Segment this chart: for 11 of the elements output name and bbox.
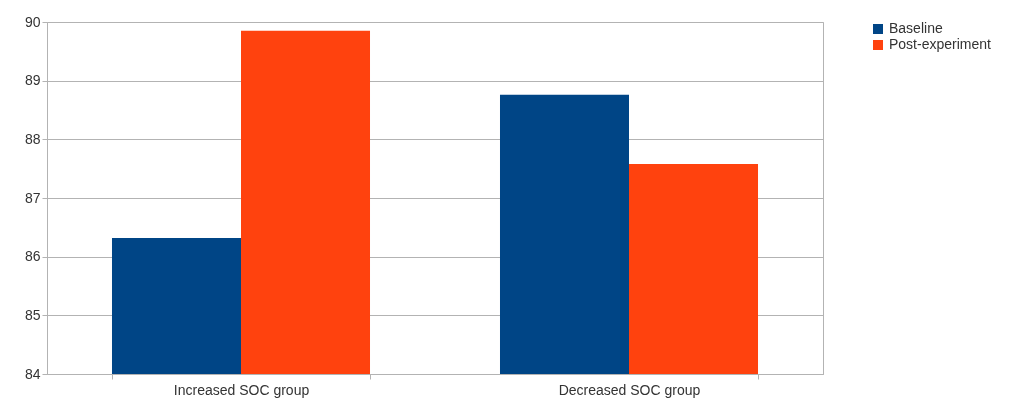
x-tick-label: Increased SOC group	[173, 381, 310, 398]
y-tick-label: 89	[24, 72, 41, 89]
x-tick-label: Decreased SOC group	[558, 381, 701, 398]
y-tick-label: 87	[24, 189, 41, 206]
legend-label: Baseline	[889, 20, 943, 36]
legend-label: Post-experiment	[889, 36, 992, 52]
y-tick-label: 85	[24, 306, 41, 323]
y-tick-label: 90	[24, 13, 41, 30]
y-tick-label: 86	[24, 248, 41, 265]
y-tick-label: 88	[24, 130, 41, 147]
y-tick-label: 84	[24, 365, 41, 382]
